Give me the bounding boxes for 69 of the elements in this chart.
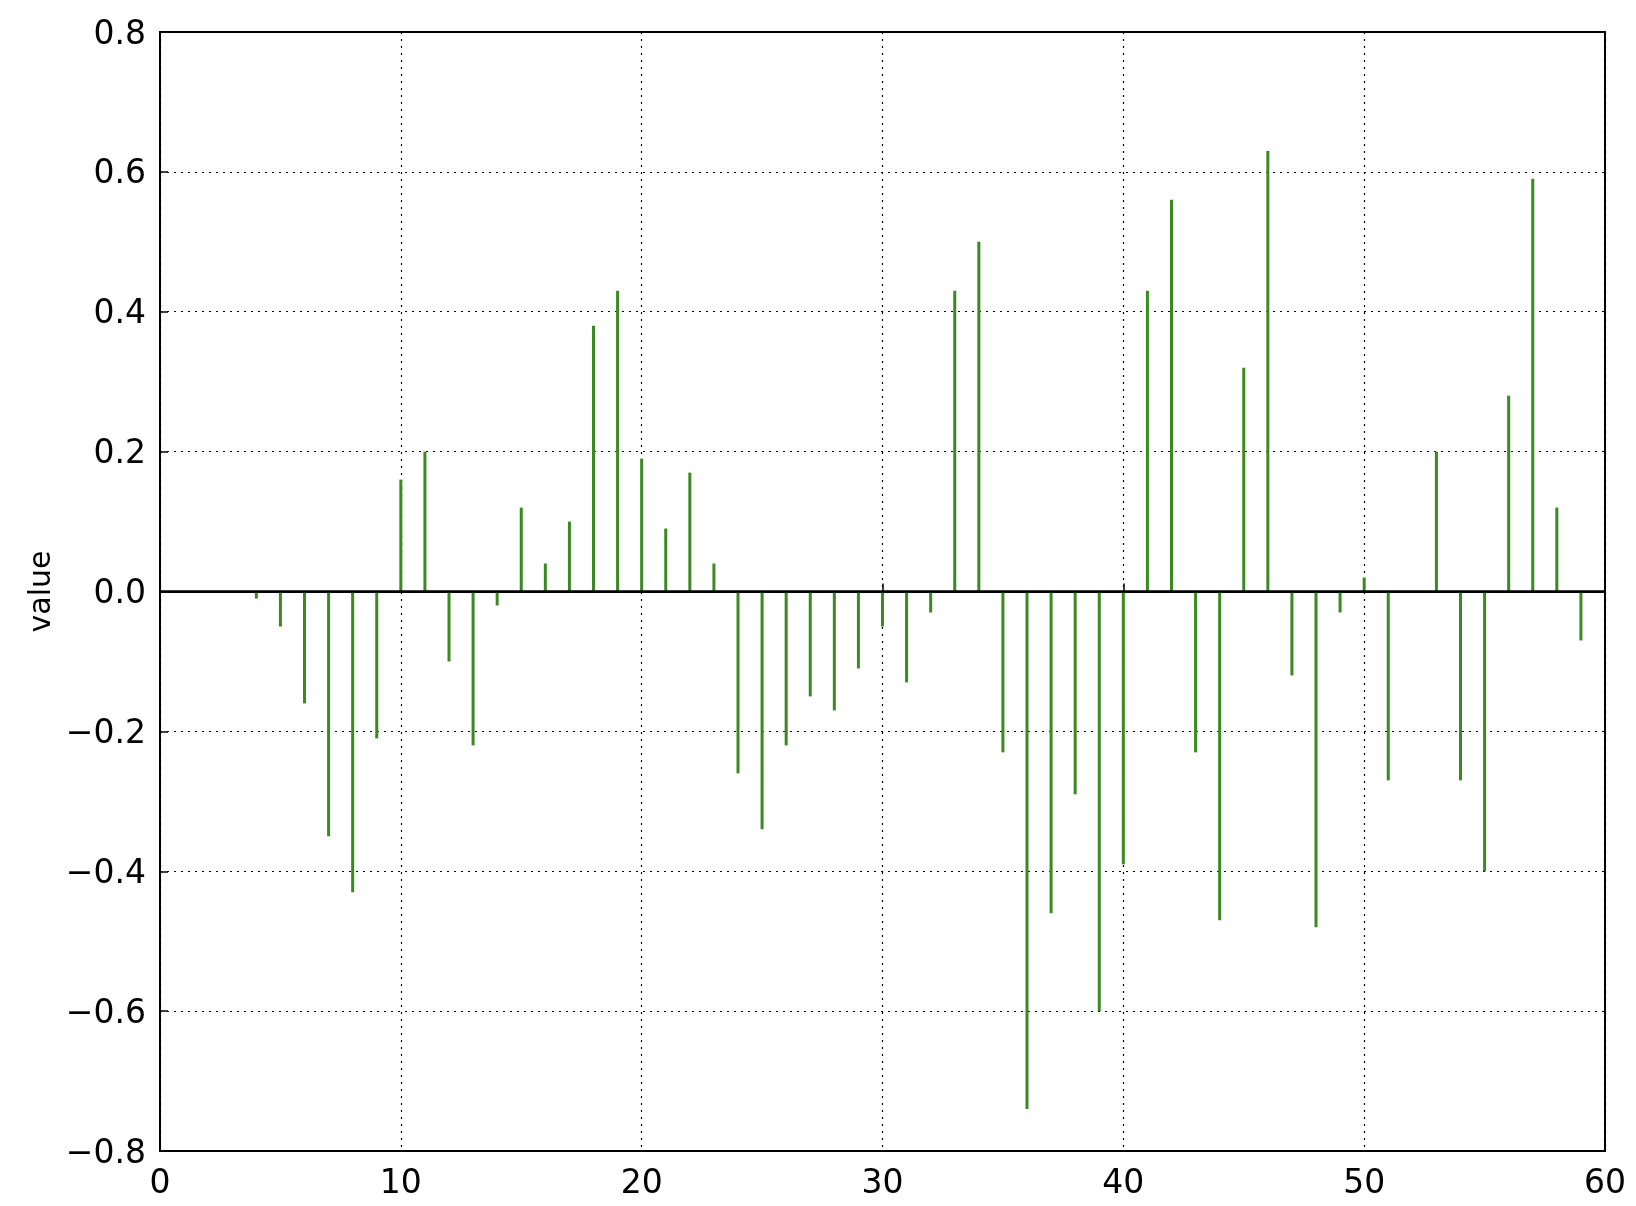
bar (640, 458, 644, 592)
bar (592, 325, 595, 592)
bar (1314, 591, 1318, 928)
bar (1170, 199, 1173, 592)
bar (423, 451, 427, 592)
bar (736, 591, 740, 774)
bar (1194, 591, 1198, 753)
bar (1579, 591, 1583, 641)
bar (567, 521, 571, 592)
bar (1459, 591, 1462, 781)
bar (1483, 591, 1487, 872)
bar (1555, 507, 1559, 592)
bar (616, 290, 620, 592)
bar (303, 591, 306, 704)
bar (1434, 451, 1438, 592)
bar (1218, 591, 1222, 921)
bar (688, 472, 692, 592)
bar (1121, 591, 1125, 865)
bar (808, 591, 812, 697)
x-tick-label: 10 (379, 1162, 422, 1201)
bar (543, 563, 547, 592)
bar (1049, 591, 1053, 914)
bar (471, 591, 475, 746)
bar (1145, 290, 1149, 592)
bar (1386, 591, 1390, 781)
bar (905, 591, 909, 683)
y-axis-title: value (22, 550, 58, 633)
y-tick-label: −0.8 (65, 1131, 146, 1171)
bar (278, 591, 282, 627)
bar (375, 591, 379, 739)
bar (832, 591, 836, 711)
bar (519, 507, 523, 592)
bar (1073, 591, 1077, 795)
bar (760, 591, 764, 830)
bar (929, 591, 933, 613)
x-tick-label: 50 (1343, 1162, 1386, 1201)
bar (856, 591, 860, 669)
bar (881, 591, 884, 627)
bar (664, 528, 668, 592)
bar (399, 479, 403, 592)
x-tick-label: 30 (861, 1162, 904, 1201)
x-tick-label: 60 (1584, 1162, 1626, 1201)
y-tick-label: 0.4 (93, 292, 146, 332)
bar (327, 591, 331, 837)
y-tick-label: −0.2 (65, 711, 146, 751)
bar (1290, 591, 1294, 676)
bar (447, 591, 451, 662)
bar (1001, 591, 1005, 753)
bar (784, 591, 788, 746)
x-tick-label: 20 (620, 1162, 663, 1201)
y-tick-label: −0.4 (65, 851, 146, 891)
bar (1507, 395, 1511, 592)
bar (1242, 367, 1246, 592)
x-tick-label: 0 (149, 1162, 171, 1201)
bar (953, 290, 957, 592)
bar (1531, 178, 1535, 592)
y-tick-label: 0.6 (93, 152, 146, 192)
bar (1097, 591, 1101, 1012)
bar (712, 563, 716, 592)
y-tick-label: 0.8 (93, 12, 146, 52)
bar (351, 591, 355, 893)
y-tick-label: −0.6 (65, 991, 146, 1031)
x-tick-label: 40 (1102, 1162, 1145, 1201)
bar (977, 241, 981, 592)
bar (1025, 591, 1029, 1110)
bar (1266, 150, 1270, 592)
y-tick-label: 0.0 (93, 572, 146, 611)
bar (1338, 591, 1342, 613)
y-tick-label: 0.2 (93, 432, 146, 472)
